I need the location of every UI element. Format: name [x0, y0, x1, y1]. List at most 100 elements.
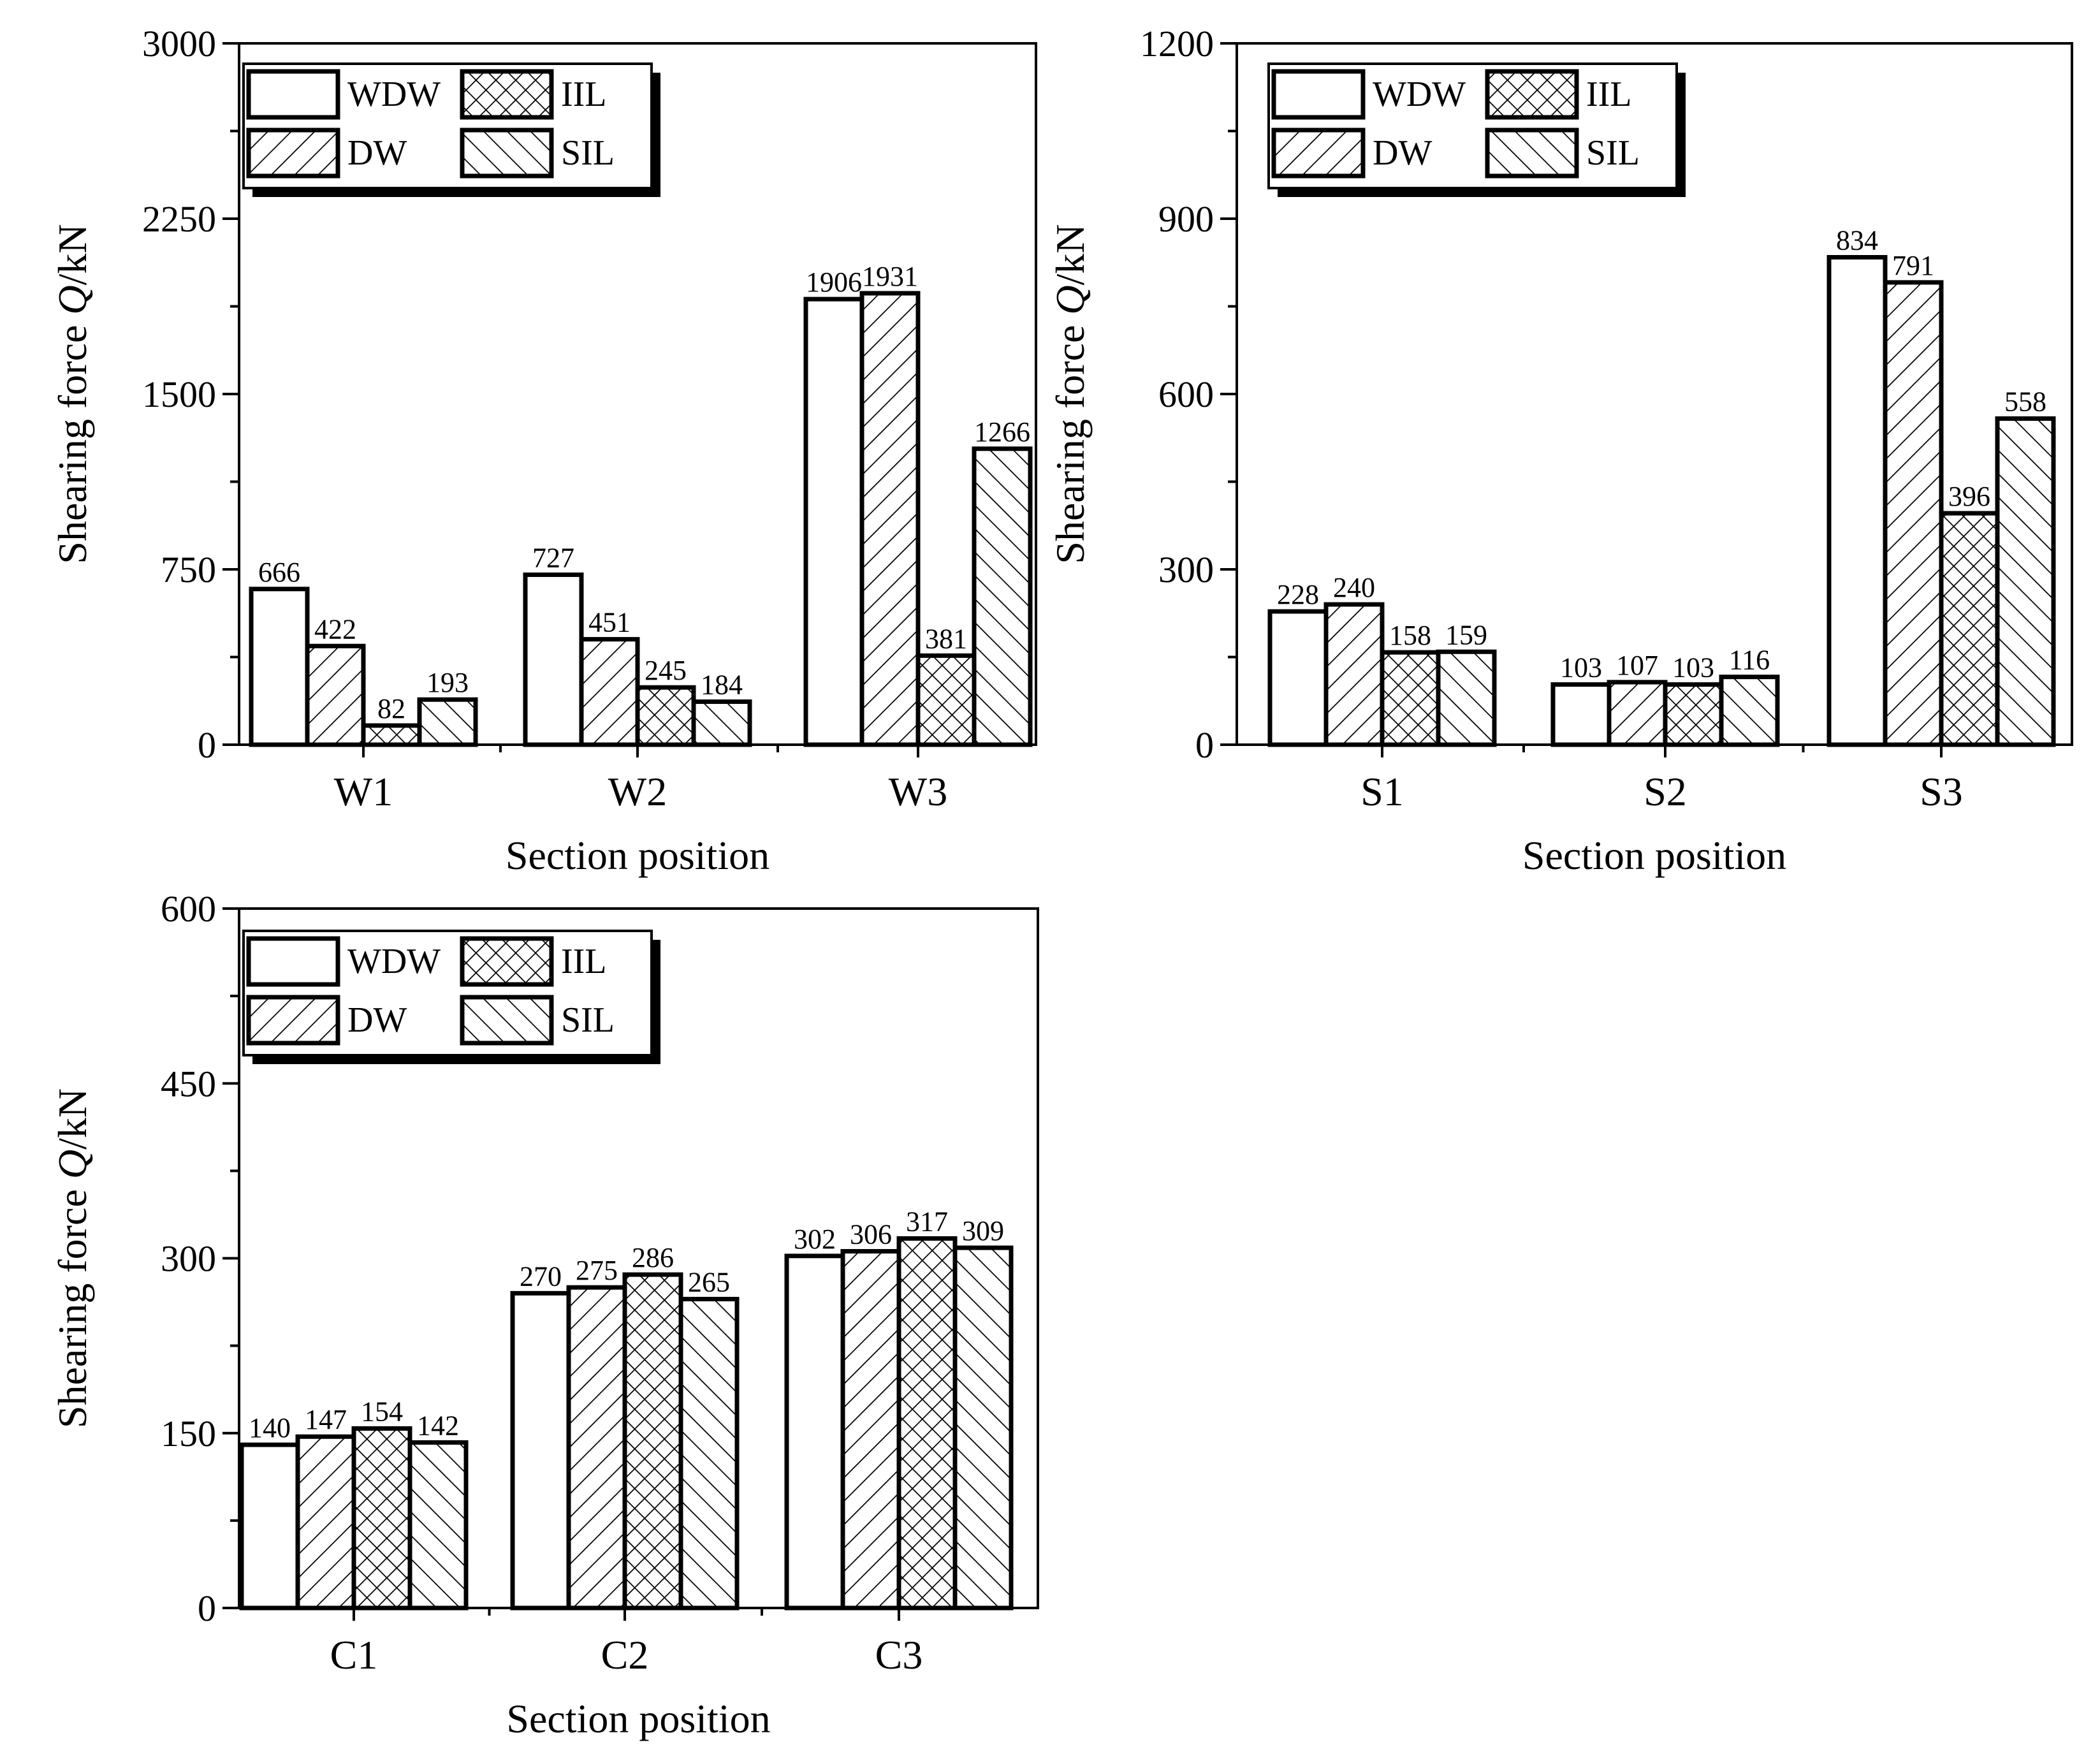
bar-value-label: 184	[701, 669, 743, 701]
bar-value-label: 270	[520, 1261, 562, 1292]
chart-2: 228 240 158 159 103 107 103 116 834 791 396 558 0 300…	[1047, 23, 2073, 878]
bar-sil-w2	[691, 699, 752, 747]
bar-value-label: 834	[1836, 225, 1878, 256]
bar-dw-c3	[840, 1249, 901, 1611]
bar-value-label: 159	[1445, 619, 1487, 650]
legend-label-iil: IIL	[1586, 75, 1632, 114]
bar-sil-c3	[952, 1245, 1014, 1611]
bar-wdw-s2	[1550, 682, 1612, 747]
bar-wdw-c2	[510, 1290, 571, 1611]
bar-value-label: 1266	[974, 416, 1030, 448]
bar-dw-c1	[295, 1434, 356, 1611]
bar-wdw-w3	[803, 296, 864, 747]
x-tick-label: W1	[334, 769, 393, 814]
bar-value-label: 140	[249, 1412, 291, 1443]
y-tick-label: 300	[1158, 549, 1214, 590]
legend-label-iil: IIL	[561, 75, 607, 114]
x-tick-label: C2	[601, 1632, 649, 1677]
legend-swatch-iil	[460, 69, 554, 120]
legend-label-dw: DW	[347, 1000, 407, 1040]
chart-1: 666 422 82 193 727 451 245 184 1906 1931 381 1266 0 7…	[50, 23, 1037, 878]
bar-sil-s3	[1995, 416, 2056, 747]
bar-value-label: 317	[906, 1206, 948, 1237]
bar-value-label: 82	[377, 693, 405, 724]
bar-value-label: 103	[1672, 652, 1714, 683]
bar-value-label: 1906	[806, 267, 862, 298]
bar-value-label: 381	[925, 623, 967, 654]
y-tick-label: 900	[1158, 198, 1214, 240]
bar-wdw-c3	[784, 1253, 845, 1611]
bar-iil-s1	[1380, 650, 1441, 747]
legend-swatch-iil	[1485, 69, 1579, 120]
x-tick-label: S1	[1360, 769, 1404, 814]
bar-iil-w1	[361, 723, 422, 747]
legend-label-iil: IIL	[561, 942, 607, 981]
legend-label-sil: SIL	[1586, 133, 1640, 173]
legend-swatch-dw	[246, 128, 340, 179]
legend-label-wdw: WDW	[347, 75, 441, 114]
bar-value-label: 245	[645, 655, 687, 686]
bar-value-label: 275	[576, 1255, 618, 1286]
bar-iil-c2	[622, 1272, 683, 1611]
y-tick-label: 300	[161, 1238, 216, 1280]
y-tick-label: 3000	[142, 23, 216, 64]
bar-value-label: 727	[532, 542, 574, 573]
x-tick-label: W3	[889, 769, 947, 814]
bar-dw-w3	[859, 291, 921, 747]
chart-3: 140 147 154 142 270 275 286 265 302 306 317 309 0 150…	[50, 888, 1039, 1741]
bar-wdw-s3	[1827, 255, 1888, 747]
bar-wdw-w2	[523, 572, 584, 747]
y-tick-label: 0	[198, 1588, 216, 1629]
bar-dw-s3	[1883, 280, 1944, 747]
y-axis-title: Shearing force Q/kN	[50, 1088, 95, 1428]
bar-dw-w1	[305, 643, 366, 747]
legend-swatch-wdw	[246, 936, 340, 987]
legend-swatch-sil	[460, 128, 554, 179]
bar-value-label: 302	[794, 1224, 836, 1255]
bar-dw-s1	[1323, 602, 1385, 747]
x-axis-title: Section position	[506, 833, 769, 878]
bar-iil-c3	[896, 1236, 958, 1611]
x-tick-label: C1	[330, 1632, 378, 1677]
bar-value-label: 107	[1616, 650, 1658, 681]
bar-value-label: 158	[1389, 620, 1431, 651]
bar-iil-w3	[915, 653, 977, 747]
bar-value-label: 451	[588, 607, 631, 638]
bar-value-label: 422	[314, 613, 356, 645]
bar-value-label: 154	[361, 1396, 403, 1427]
legend-label-wdw: WDW	[347, 942, 441, 981]
legend-swatch-wdw	[1271, 69, 1366, 120]
bar-value-label: 791	[1892, 250, 1934, 281]
bar-value-label: 558	[2004, 386, 2046, 418]
bar-value-label: 240	[1333, 572, 1375, 603]
y-tick-label: 600	[1158, 374, 1214, 415]
x-tick-label: S2	[1644, 769, 1687, 814]
legend-swatch-wdw	[246, 69, 340, 120]
legend-swatch-sil	[1485, 128, 1579, 179]
x-axis-title: Section position	[1522, 833, 1786, 878]
bar-sil-w1	[417, 697, 478, 747]
y-tick-label: 0	[1195, 724, 1214, 766]
bar-value-label: 193	[427, 667, 469, 698]
bar-value-label: 116	[1729, 645, 1770, 676]
bar-dw-s2	[1607, 680, 1668, 747]
x-axis-title: Section position	[506, 1696, 770, 1741]
bar-wdw-s1	[1267, 609, 1329, 747]
bar-value-label: 396	[1948, 481, 1990, 512]
y-tick-label: 1200	[1140, 23, 1214, 64]
legend-label-dw: DW	[347, 133, 407, 173]
y-tick-label: 750	[161, 549, 216, 590]
bar-value-label: 142	[417, 1410, 459, 1441]
bar-dw-c2	[566, 1285, 627, 1611]
bar-iil-w2	[635, 685, 696, 747]
legend-swatch-iil	[460, 936, 554, 987]
bar-iil-s3	[1939, 511, 2000, 747]
bar-value-label: 103	[1560, 652, 1602, 683]
y-tick-label: 0	[198, 724, 216, 766]
legend-label-sil: SIL	[561, 1000, 615, 1040]
bar-sil-s1	[1436, 649, 1497, 747]
bar-wdw-c1	[239, 1442, 300, 1611]
bar-sil-c1	[407, 1440, 469, 1611]
bar-dw-w2	[579, 637, 640, 747]
legend-label-sil: SIL	[561, 133, 615, 173]
